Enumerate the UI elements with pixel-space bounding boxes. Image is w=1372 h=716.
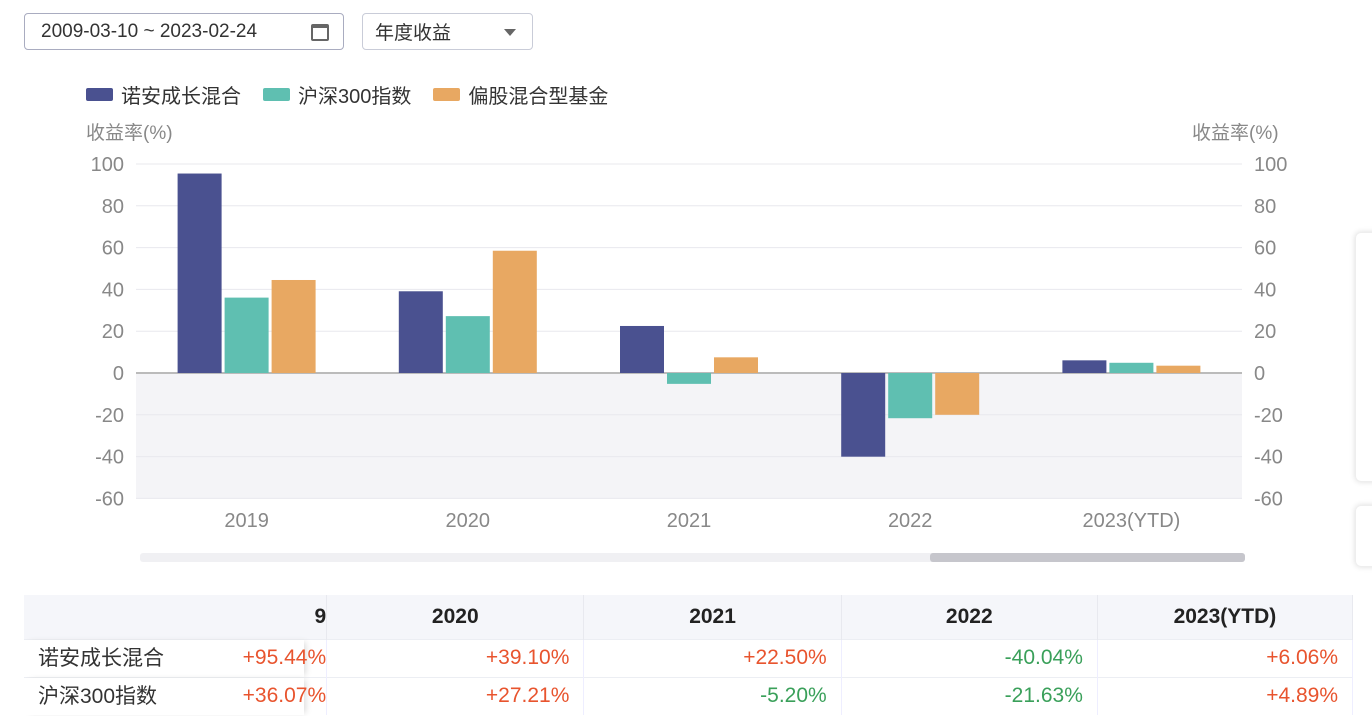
bar <box>398 291 443 373</box>
legend-swatch <box>86 88 113 101</box>
y-tick-label: -60 <box>95 488 124 510</box>
y-tick-label: 100 <box>91 154 124 176</box>
side-panel[interactable] <box>1355 232 1372 482</box>
cell-value: +39.10% <box>326 638 585 677</box>
y-tick-label-right: -20 <box>1254 405 1283 427</box>
legend-swatch <box>433 88 461 101</box>
bar <box>841 373 886 457</box>
y-tick-label: 60 <box>102 238 124 260</box>
row-label: 诺安成长混合 <box>24 639 304 677</box>
table-header: 2022 <box>841 595 1098 639</box>
legend-item[interactable]: 沪深300指数 <box>263 80 411 109</box>
calendar-icon[interactable] <box>311 24 329 41</box>
table-row: 诺安成长混合 +95.44% +39.10% +22.50% -40.04% +6.06% <box>24 638 1354 677</box>
y-tick-label: 0 <box>113 363 124 385</box>
x-tick-label: 2020 <box>446 510 491 532</box>
cell-value: +36.07% <box>242 684 327 708</box>
y-tick-label-right: -40 <box>1254 447 1283 469</box>
table-header: 9 <box>24 595 328 639</box>
chart-scrollbar[interactable] <box>140 553 1245 562</box>
cell-value: -5.20% <box>583 676 842 715</box>
table-header: 2020 <box>326 595 585 639</box>
table-header: 2023(YTD) <box>1097 595 1354 639</box>
legend-label: 沪深300指数 <box>298 86 412 108</box>
cell-value: +22.50% <box>583 638 842 677</box>
y-tick-label: 40 <box>102 279 124 301</box>
cell-value: -40.04% <box>841 638 1098 677</box>
table-header: 2021 <box>583 595 842 639</box>
side-panel[interactable] <box>1355 505 1372 567</box>
bar <box>177 173 222 373</box>
bar <box>492 250 537 373</box>
legend-label: 诺安成长混合 <box>121 86 241 108</box>
cell-value: +95.44% <box>242 646 327 669</box>
y-tick-label-right: -60 <box>1254 488 1283 510</box>
y-tick-label-right: 20 <box>1254 321 1276 343</box>
date-range-value: 2009-03-10 ~ 2023-02-24 <box>41 20 258 42</box>
bar <box>445 316 490 373</box>
bar <box>620 325 664 373</box>
y-tick-label-right: 40 <box>1254 279 1276 301</box>
x-tick-label: 2022 <box>888 510 933 532</box>
chart-legend: 诺安成长混合 沪深300指数 偏股混合型基金 <box>86 80 608 109</box>
bar <box>271 279 316 373</box>
bar <box>224 297 269 373</box>
y-tick-label: -40 <box>95 447 124 469</box>
bar <box>1109 362 1154 373</box>
legend-item[interactable]: 偏股混合型基金 <box>433 80 608 109</box>
y-tick-label-right: 60 <box>1254 238 1276 260</box>
period-select[interactable]: 年度收益 <box>362 13 533 50</box>
returns-table: 9 2020 2021 2022 2023(YTD) 诺安成长混合 +95.44%… <box>24 595 1354 715</box>
y-axis-label-left: 收益率(%) <box>86 123 173 144</box>
legend-item[interactable]: 诺安成长混合 <box>86 80 241 109</box>
y-tick-label: -20 <box>95 405 124 427</box>
y-tick-label: 20 <box>102 321 124 343</box>
y-axis-label-right: 收益率(%) <box>1192 123 1279 144</box>
y-tick-label-right: 100 <box>1254 154 1287 176</box>
legend-swatch <box>263 88 290 101</box>
y-tick-label: 80 <box>102 196 124 218</box>
y-tick-label-right: 0 <box>1254 363 1265 385</box>
period-select-value: 年度收益 <box>375 23 452 44</box>
scrollbar-thumb[interactable] <box>930 553 1245 562</box>
date-range-picker[interactable]: 2009-03-10 ~ 2023-02-24 <box>24 13 344 50</box>
cell-value: +27.21% <box>326 676 585 715</box>
legend-label: 偏股混合型基金 <box>468 86 609 108</box>
x-tick-label: 2019 <box>224 510 269 532</box>
bar <box>714 357 758 373</box>
bar <box>1062 360 1107 373</box>
bar <box>667 373 711 384</box>
cell-value: +6.06% <box>1097 638 1354 677</box>
chevron-down-icon <box>504 29 516 36</box>
table-row: 沪深300指数 +36.07% +27.21% -5.20% -21.63% +4.89% <box>24 676 1354 715</box>
negative-area <box>136 373 1242 499</box>
cell-value: -21.63% <box>841 676 1098 715</box>
y-tick-label-right: 80 <box>1254 196 1276 218</box>
bar <box>1156 365 1201 373</box>
cell-value: +4.89% <box>1097 676 1354 715</box>
x-tick-label: 2021 <box>667 510 712 532</box>
bar <box>935 373 980 415</box>
x-tick-label: 2023(YTD) <box>1082 510 1180 532</box>
bar <box>888 373 933 419</box>
